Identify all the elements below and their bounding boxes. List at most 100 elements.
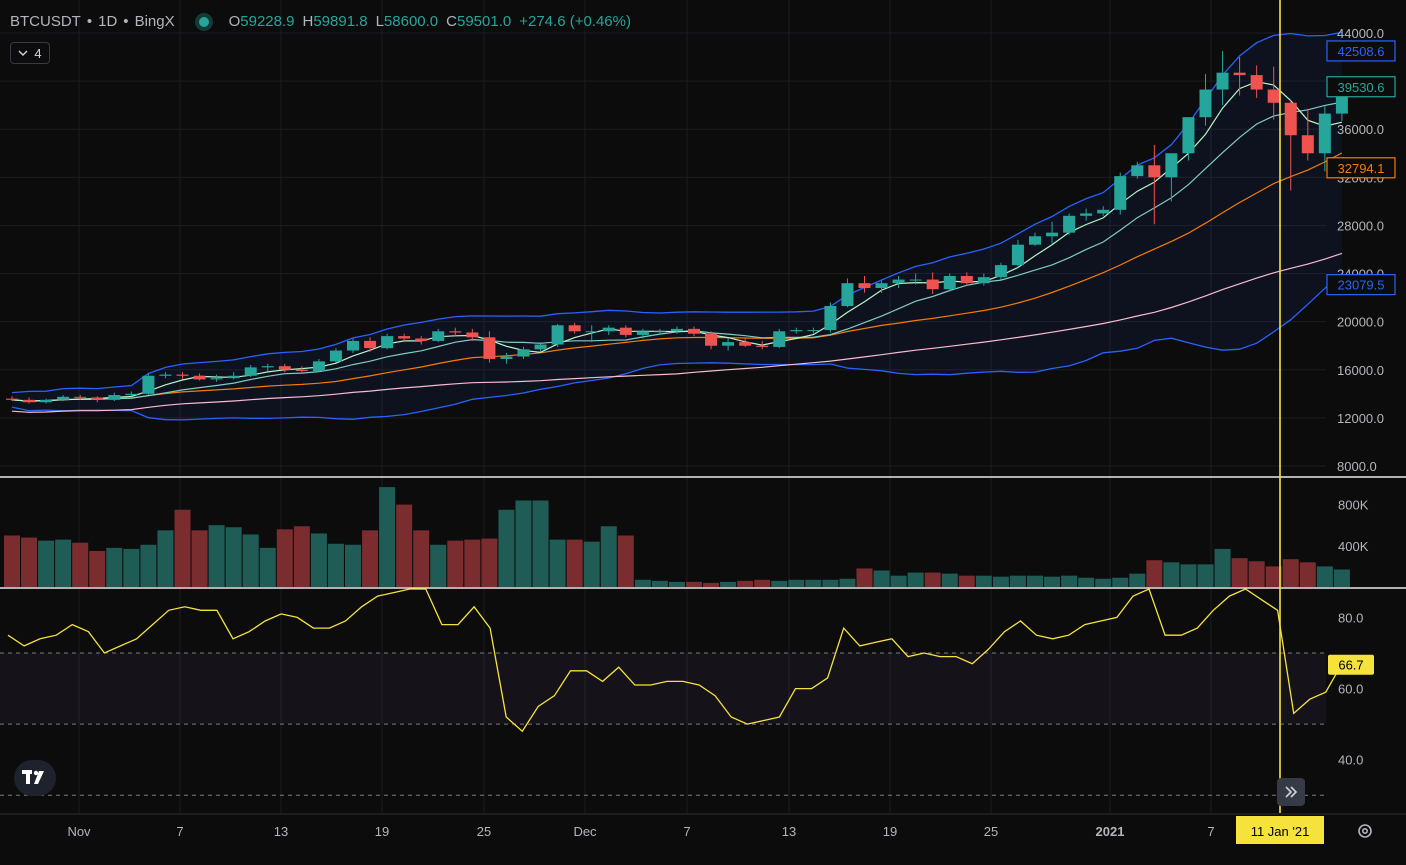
time-tick-label: Nov xyxy=(67,824,91,839)
candle-body xyxy=(1029,236,1041,245)
time-tick-label: 19 xyxy=(883,824,897,839)
time-tick-label: 13 xyxy=(274,824,288,839)
candle-body xyxy=(1301,135,1314,154)
volume-bar xyxy=(1248,561,1265,587)
candle-body xyxy=(688,328,700,334)
volume-bar xyxy=(1265,566,1282,587)
candle-body xyxy=(790,330,803,332)
volume-bar xyxy=(975,575,992,587)
volume-bar xyxy=(1299,562,1316,587)
symbol-legend: BTCUSDT • 1D • BingX O 59228.9 H 59891.8… xyxy=(10,13,639,30)
volume-bar xyxy=(686,581,702,587)
time-tick-label: 13 xyxy=(782,824,796,839)
volume-bar xyxy=(72,542,89,587)
volume-bar xyxy=(38,540,55,587)
volume-bar xyxy=(839,578,856,587)
volume-bar xyxy=(771,580,788,587)
candle-body xyxy=(1267,89,1280,103)
candle-body xyxy=(295,369,308,371)
candle-body xyxy=(841,283,854,307)
rsi-last-value: 66.7 xyxy=(1338,658,1363,673)
rsi-last-badge xyxy=(1328,654,1374,675)
candle-body xyxy=(756,345,769,347)
candle-body xyxy=(1011,244,1024,266)
candle-body xyxy=(312,361,325,371)
open-value: 59228.9 xyxy=(240,13,295,30)
rsi-tick-label: 40.0 xyxy=(1338,753,1363,768)
candle-body xyxy=(739,342,752,346)
volume-bar xyxy=(379,487,396,587)
rsi-band-fill xyxy=(0,653,1326,725)
volume-bar xyxy=(1078,577,1095,587)
volume-bar xyxy=(1009,575,1026,587)
candle-body xyxy=(142,375,155,394)
chevron-down-icon xyxy=(18,50,28,56)
volume-bar xyxy=(703,582,720,587)
price-tick-label: 12000.0 xyxy=(1337,411,1384,426)
volume-bar xyxy=(1316,566,1333,587)
volume-bar xyxy=(1231,558,1248,587)
price-badge xyxy=(1326,274,1396,296)
volume-bar xyxy=(890,575,907,587)
candle-body xyxy=(926,279,939,290)
market-status-dot[interactable] xyxy=(198,16,209,27)
volume-bar xyxy=(191,530,208,587)
scroll-to-realtime-button[interactable] xyxy=(1277,778,1305,806)
time-tick-label: 19 xyxy=(375,824,389,839)
candle-body xyxy=(1199,89,1212,118)
gear-icon xyxy=(1358,824,1372,838)
crosshair-time-badge xyxy=(1236,816,1324,844)
candle-body xyxy=(364,340,377,349)
price-tick-label: 44000.0 xyxy=(1337,26,1384,41)
volume-bar xyxy=(1095,578,1112,587)
high-label: H xyxy=(302,13,314,30)
candle-body xyxy=(875,283,888,288)
candle-body xyxy=(159,374,172,376)
time-tick-label: 7 xyxy=(683,824,690,839)
settings-button[interactable] xyxy=(1354,820,1376,842)
close-value: 59501.0 xyxy=(457,13,512,30)
volume-bar xyxy=(873,570,890,587)
volume-tick-label: 400K xyxy=(1338,539,1369,554)
tradingview-logo[interactable] xyxy=(14,760,56,796)
price-tick-label: 28000.0 xyxy=(1337,218,1384,233)
candle-body xyxy=(483,337,496,359)
price-tick-label: 20000.0 xyxy=(1337,315,1384,330)
volume-bar xyxy=(549,539,566,587)
volume-bar xyxy=(225,527,242,587)
volume-bar xyxy=(1282,559,1299,587)
time-tick-label: 25 xyxy=(477,824,491,839)
indicator-count: 4 xyxy=(34,45,42,61)
price-badge-label: 42508.6 xyxy=(1338,44,1385,59)
candle-body xyxy=(108,395,121,400)
volume-bar xyxy=(822,579,839,587)
candle-body xyxy=(329,350,342,362)
candle-body xyxy=(909,279,922,281)
candle-body xyxy=(500,356,513,359)
volume-bar xyxy=(1333,569,1350,587)
volume-bar xyxy=(157,530,174,587)
volume-bars xyxy=(4,487,1350,587)
interval[interactable]: 1D xyxy=(98,13,118,30)
candle-body xyxy=(960,275,973,284)
candle-body xyxy=(261,366,274,368)
separator: • xyxy=(123,13,129,30)
candle-body xyxy=(244,367,257,376)
volume-bar xyxy=(941,573,958,587)
volume-bar xyxy=(1197,564,1214,587)
volume-bar xyxy=(668,581,685,587)
volume-bar xyxy=(21,537,38,587)
candle-body xyxy=(551,325,564,345)
candle-body xyxy=(619,327,632,335)
bollinger-fill xyxy=(12,32,1342,420)
indicators-toggle[interactable]: 4 xyxy=(10,42,50,64)
price-badge xyxy=(1326,157,1396,179)
volume-bar xyxy=(1163,562,1180,587)
symbol-name[interactable]: BTCUSDT xyxy=(10,13,81,30)
candle-body xyxy=(91,397,104,400)
price-tick-label: 8000.0 xyxy=(1337,459,1377,474)
candle-body xyxy=(585,331,598,333)
volume-bar xyxy=(106,547,123,587)
candle-body xyxy=(1046,232,1059,237)
